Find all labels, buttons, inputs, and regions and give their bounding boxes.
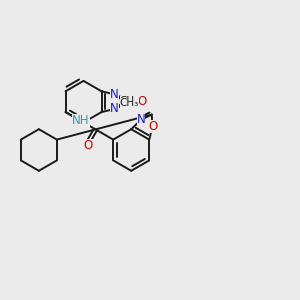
Text: CH₃: CH₃	[120, 96, 139, 106]
Text: NH: NH	[72, 114, 90, 128]
Text: N: N	[110, 103, 119, 116]
Text: N: N	[110, 88, 119, 101]
Text: O: O	[84, 139, 93, 152]
Text: N: N	[136, 113, 146, 126]
Text: O: O	[148, 120, 157, 133]
Text: CH₃: CH₃	[120, 98, 139, 108]
Text: O: O	[137, 95, 147, 108]
